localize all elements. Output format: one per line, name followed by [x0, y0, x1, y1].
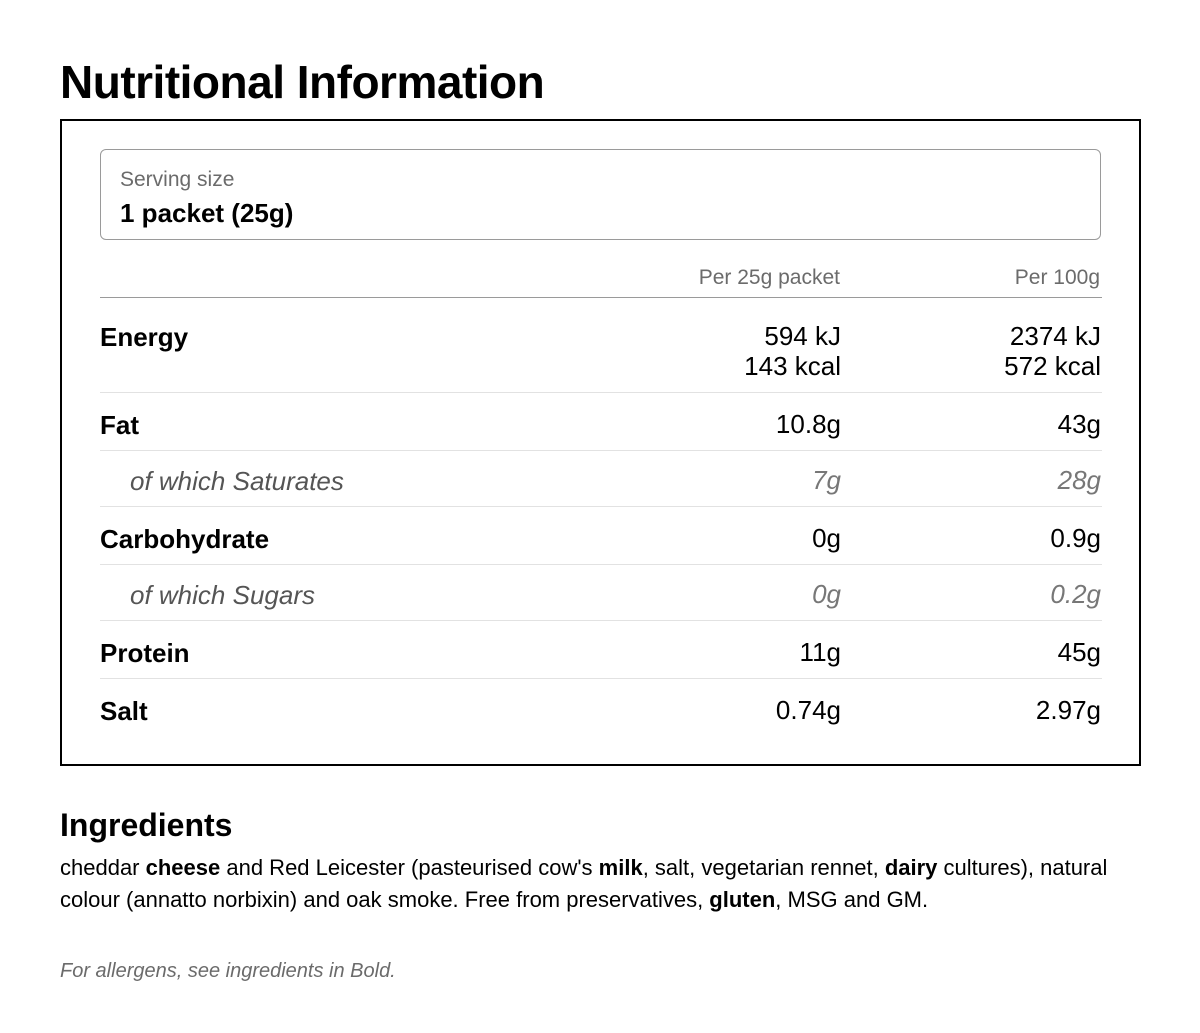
- column-header-per-100g: Per 100g: [1014, 266, 1100, 289]
- nutrient-value-per-100g: 28g: [1058, 465, 1101, 495]
- nutrient-value-per-packet: 10.8g: [776, 409, 841, 439]
- nutrient-row: Fat 10.8g 43g: [100, 409, 1102, 451]
- nutrient-value-per-100g: 2.97g: [1036, 695, 1101, 725]
- nutrient-value-line: 572 kcal: [1004, 351, 1101, 381]
- nutrient-value-per-100g: 43g: [1058, 409, 1101, 439]
- nutrient-value-per-packet: 0g: [812, 523, 841, 553]
- nutrient-value-per-packet: 0g: [812, 579, 841, 609]
- nutrient-value-line: 2374 kJ: [1009, 321, 1101, 351]
- nutrient-row: Carbohydrate 0g 0.9g: [100, 523, 1102, 565]
- nutrient-value-per-100g: 0.9g: [1050, 523, 1101, 553]
- ingredients-title: Ingredients: [60, 807, 233, 843]
- nutrition-table: Serving size 1 packet (25g) Per 25g pack…: [60, 119, 1141, 766]
- nutrient-value-line: 28g: [1057, 465, 1101, 495]
- allergen-ingredient: gluten: [709, 887, 776, 912]
- nutrient-value-line: 0g: [812, 579, 841, 609]
- nutrient-name: Protein: [100, 638, 190, 668]
- nutrient-value-line: 594 kJ: [764, 321, 841, 351]
- nutrient-value-per-packet: 594 kJ 143 kcal: [744, 321, 841, 381]
- nutrient-value-line: 0.74g: [775, 695, 841, 725]
- nutrient-row: Protein 11g 45g: [100, 637, 1102, 679]
- nutrient-value-per-packet: 0.74g: [776, 695, 841, 725]
- nutrient-value-line: 2.97g: [1035, 695, 1101, 725]
- nutrient-value-per-packet: 11g: [800, 637, 841, 667]
- ingredient-text: and Red Leicester (pasteurised cow's: [220, 855, 599, 880]
- nutrient-row: of which Sugars 0g 0.2g: [100, 579, 1102, 621]
- ingredient-text: , salt, vegetarian rennet,: [642, 855, 885, 880]
- ingredient-text: , MSG and GM.: [775, 887, 929, 912]
- nutrient-value-per-100g: 0.2g: [1050, 579, 1101, 609]
- nutrient-name: of which Sugars: [130, 580, 315, 610]
- nutrient-value-line: 10.8g: [775, 409, 841, 439]
- allergen-note: For allergens, see ingredients in Bold.: [60, 960, 396, 982]
- nutrient-value-line: 143 kcal: [744, 351, 841, 381]
- column-header-per-packet: Per 25g packet: [698, 266, 840, 289]
- allergen-ingredient: dairy: [884, 855, 938, 880]
- nutrient-name: Carbohydrate: [100, 524, 270, 554]
- nutrient-value-per-100g: 2374 kJ 572 kcal: [1004, 321, 1101, 381]
- nutrient-value-line: 0g: [812, 523, 841, 553]
- allergen-ingredient: milk: [598, 855, 643, 880]
- ingredient-text: cheddar: [60, 855, 146, 880]
- serving-size-value: 1 packet (25g): [120, 198, 294, 228]
- ingredient-text: cultures), natural colour (annatto norbi…: [60, 855, 1108, 912]
- nutrient-row: of which Saturates 7g 28g: [100, 465, 1102, 507]
- ingredients-text: cheddar cheese and Red Leicester (pasteu…: [60, 852, 1150, 916]
- nutrient-value-line: 11g: [799, 637, 841, 667]
- nutrient-name: of which Saturates: [130, 466, 344, 496]
- nutrient-name: Fat: [100, 410, 139, 440]
- nutrient-value-line: 0.2g: [1050, 579, 1101, 609]
- nutrient-value-per-100g: 45g: [1058, 637, 1101, 667]
- serving-size-label: Serving size: [120, 168, 235, 191]
- allergen-ingredient: cheese: [145, 855, 221, 880]
- page-title: Nutritional Information: [60, 56, 545, 108]
- header-divider: [100, 297, 1102, 298]
- serving-size-box: Serving size 1 packet (25g): [100, 149, 1101, 240]
- nutrient-value-per-packet: 7g: [812, 465, 841, 495]
- nutrient-row: Energy 594 kJ 143 kcal 2374 kJ 572 kcal: [100, 321, 1102, 393]
- nutrient-name: Salt: [100, 696, 148, 726]
- nutrient-name: Energy: [100, 322, 189, 352]
- nutrient-value-line: 0.9g: [1050, 523, 1101, 553]
- nutrient-value-line: 43g: [1057, 409, 1101, 439]
- nutrient-value-line: 45g: [1057, 637, 1101, 667]
- nutrient-value-line: 7g: [812, 465, 841, 495]
- nutrient-row: Salt 0.74g 2.97g: [100, 695, 1102, 737]
